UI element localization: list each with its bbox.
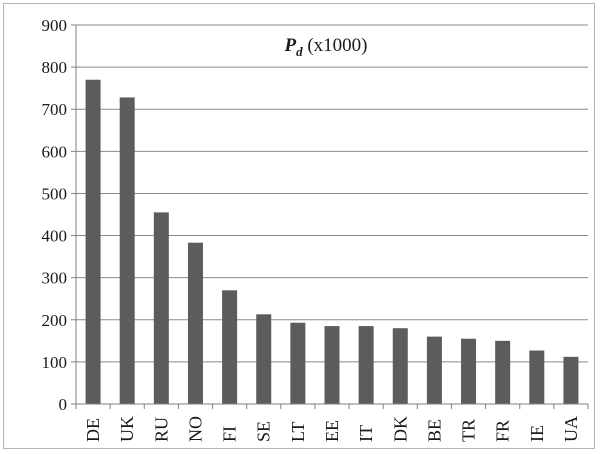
- bar-dk: [392, 328, 408, 404]
- x-category-label: UA: [561, 416, 581, 442]
- x-category-label: EE: [322, 420, 342, 442]
- gridlines: [76, 24, 588, 363]
- bar-it: [358, 326, 374, 404]
- bar-ua: [563, 356, 579, 404]
- x-category-label: BE: [424, 419, 444, 442]
- bar-ee: [324, 326, 340, 404]
- chart-title: Pd (x1000): [283, 35, 367, 59]
- x-category-label: RU: [151, 417, 171, 442]
- bar-fi: [222, 290, 238, 404]
- chart-frame: 0 100 200 300 400 500 600 700 800 900 DE UK RU NO FI S…: [3, 3, 595, 449]
- bar-fr: [495, 340, 511, 404]
- bar-se: [256, 314, 272, 404]
- x-category-label: IT: [356, 425, 376, 442]
- x-category-label: LT: [288, 422, 308, 442]
- bar-be: [426, 336, 442, 404]
- bar-ru: [153, 212, 169, 404]
- x-category-label: DK: [390, 416, 410, 442]
- y-tick-label: 300: [42, 269, 68, 288]
- bar-uk: [119, 97, 135, 404]
- y-tick-labels: 0 100 200 300 400 500 600 700 800 900: [42, 16, 68, 414]
- x-category-label: IE: [527, 425, 547, 442]
- x-category-label: FI: [220, 426, 240, 442]
- bar-chart: 0 100 200 300 400 500 600 700 800 900 DE UK RU NO FI S…: [42, 16, 589, 442]
- x-category-label: UK: [117, 416, 137, 442]
- y-tick-label: 700: [42, 100, 68, 119]
- title-symbol: P: [283, 35, 296, 56]
- y-tick-label: 600: [42, 142, 68, 161]
- y-tick-label: 0: [59, 395, 68, 414]
- bars: [85, 79, 579, 404]
- bar-lt: [290, 322, 306, 404]
- bar-de: [85, 79, 101, 404]
- x-category-label: FR: [493, 420, 513, 442]
- bar-no: [187, 242, 203, 404]
- title-suffix: (x1000): [303, 35, 368, 56]
- y-tick-label: 500: [42, 184, 68, 203]
- y-tick-label: 200: [42, 311, 68, 330]
- y-tick-label: 900: [42, 16, 68, 35]
- x-category-label: TR: [459, 419, 479, 442]
- bar-tr: [461, 338, 477, 404]
- y-tick-label: 800: [42, 58, 68, 77]
- y-tick-label: 400: [42, 227, 68, 246]
- x-category-label: DE: [83, 418, 103, 442]
- bar-ie: [529, 350, 545, 404]
- title-subscript: d: [296, 44, 303, 59]
- x-category-label: NO: [185, 416, 205, 442]
- x-category-labels: DE UK RU NO FI SE LT EE IT DK BE TR FR IE UA: [83, 416, 581, 442]
- y-tick-label: 100: [42, 353, 68, 372]
- x-category-label: SE: [254, 421, 274, 442]
- axes: [71, 24, 589, 409]
